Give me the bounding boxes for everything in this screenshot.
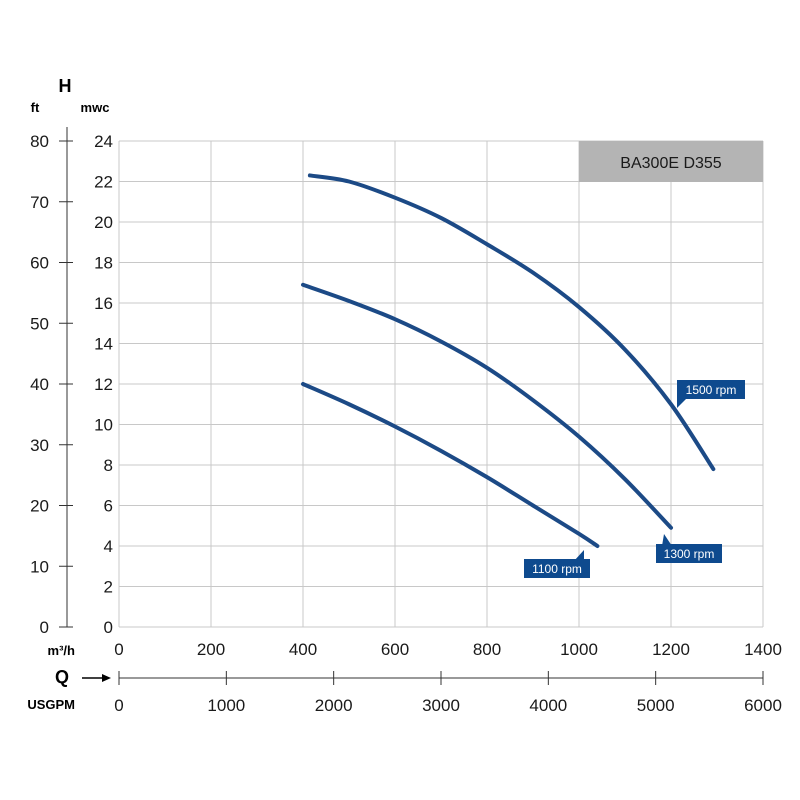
mwc-tick-label: 24 xyxy=(94,132,113,151)
chart-title: BA300E D355 xyxy=(620,155,722,172)
ft-axis-unit: ft xyxy=(31,100,40,115)
curve-1100-rpm xyxy=(301,382,600,548)
mwc-tick-label: 0 xyxy=(104,618,113,637)
curve-1500-rpm xyxy=(307,173,716,472)
flow-axis-unit: m³/h xyxy=(48,643,76,658)
usgpm-tick-label: 1000 xyxy=(207,696,245,715)
x-tick-label: 0 xyxy=(114,640,123,659)
mwc-tick-label: 20 xyxy=(94,213,113,232)
usgpm-axis-unit: USGPM xyxy=(27,697,75,712)
curve-labels: 1500 rpm 1300 rpm 1100 rpm xyxy=(524,380,745,578)
ft-tick-label: 30 xyxy=(30,436,49,455)
label-text: 1300 rpm xyxy=(664,547,715,561)
label-box xyxy=(524,559,590,578)
mwc-axis-unit: mwc xyxy=(81,100,110,115)
usgpm-tick-label: 2000 xyxy=(315,696,353,715)
grid xyxy=(118,140,764,628)
ft-tick-label: 60 xyxy=(30,254,49,273)
x-tick-label: 200 xyxy=(197,640,225,659)
x-tick-label: 1200 xyxy=(652,640,690,659)
label-pointer xyxy=(662,534,672,546)
chart-title-box xyxy=(579,141,763,182)
label-box xyxy=(677,380,745,399)
label-1300-rpm: 1300 rpm xyxy=(656,534,722,563)
mwc-tick-label: 12 xyxy=(94,375,113,394)
curve-1300-rpm xyxy=(301,282,673,530)
label-pointer xyxy=(677,397,688,408)
usgpm-tick-label: 6000 xyxy=(744,696,782,715)
usgpm-tick-label: 4000 xyxy=(529,696,567,715)
mwc-tick-label: 10 xyxy=(94,416,113,435)
label-1100-rpm: 1100 rpm xyxy=(524,550,590,578)
label-text: 1500 rpm xyxy=(686,383,737,397)
h-axis-label: H xyxy=(59,76,72,96)
axes: 0 200 400 600 800 1000 1200 1400024681012141618… xyxy=(30,127,782,715)
mwc-tick-label: 2 xyxy=(104,578,113,597)
usgpm-tick-label: 3000 xyxy=(422,696,460,715)
x-tick-label: 800 xyxy=(473,640,501,659)
q-arrow-icon xyxy=(82,674,111,682)
curves xyxy=(301,173,716,548)
ft-tick-label: 10 xyxy=(30,557,49,576)
mwc-tick-label: 18 xyxy=(94,254,113,273)
usgpm-tick-label: 5000 xyxy=(637,696,675,715)
x-tick-label: 1400 xyxy=(744,640,782,659)
ft-tick-label: 50 xyxy=(30,314,49,333)
label-pointer xyxy=(574,550,584,561)
label-box xyxy=(656,544,722,563)
x-tick-label: 600 xyxy=(381,640,409,659)
ft-tick-label: 0 xyxy=(40,618,49,637)
mwc-tick-label: 8 xyxy=(104,456,113,475)
ft-tick-label: 70 xyxy=(30,193,49,212)
label-text: 1100 rpm xyxy=(532,562,582,576)
usgpm-tick-label: 0 xyxy=(114,696,123,715)
ft-tick-label: 80 xyxy=(30,132,49,151)
ft-tick-label: 40 xyxy=(30,375,49,394)
x-tick-label: 1000 xyxy=(560,640,598,659)
mwc-tick-label: 22 xyxy=(94,173,113,192)
label-1500-rpm: 1500 rpm xyxy=(677,380,745,408)
x-tick-label: 400 xyxy=(289,640,317,659)
mwc-tick-label: 16 xyxy=(94,294,113,313)
mwc-tick-label: 6 xyxy=(104,497,113,516)
ft-tick-label: 20 xyxy=(30,497,49,516)
q-axis-label: Q xyxy=(55,667,69,687)
mwc-tick-label: 4 xyxy=(104,537,113,556)
mwc-tick-label: 14 xyxy=(94,335,113,354)
